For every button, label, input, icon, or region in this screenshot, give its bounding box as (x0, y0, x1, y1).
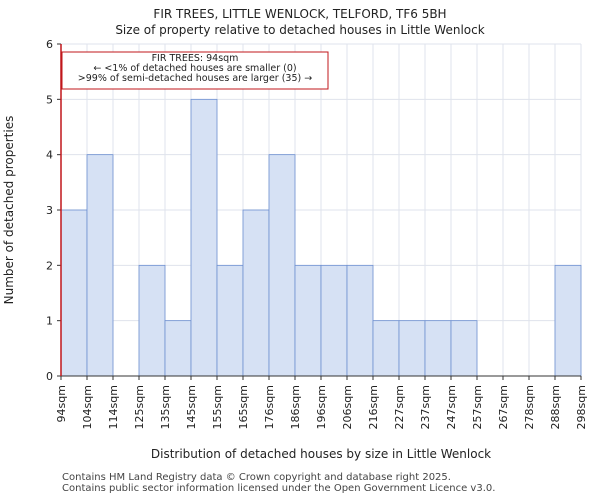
footer-line-2: Contains public sector information licen… (62, 483, 496, 494)
bar (164, 320, 192, 377)
x-tick-label: 278sqm (523, 385, 536, 429)
x-tick-label: 216sqm (367, 385, 380, 429)
y-tick-label: 5 (46, 93, 53, 106)
chart-subtitle: Size of property relative to detached ho… (115, 23, 485, 37)
x-tick-label: 298sqm (575, 385, 588, 429)
x-tick-label: 196sqm (315, 385, 328, 429)
y-tick-label: 1 (46, 315, 53, 328)
bar (268, 154, 296, 377)
x-tick-label: 145sqm (185, 385, 198, 429)
x-tick-label: 104sqm (81, 385, 94, 429)
x-tick-label: 247sqm (445, 385, 458, 429)
x-tick-labels: 94sqm 104sqm 114sqm 125sqm 135sqm 145sqm 155sq… (55, 376, 588, 429)
x-tick-label: 135sqm (159, 385, 172, 429)
annotation-line-3: >99% of semi-detached houses are larger … (78, 73, 312, 84)
bar (190, 98, 218, 377)
x-tick-label: 186sqm (289, 385, 302, 429)
x-tick-label: 288sqm (549, 385, 562, 429)
y-tick-label: 6 (46, 38, 53, 51)
y-axis-label: Number of detached properties (2, 116, 16, 305)
bar (60, 209, 88, 377)
x-tick-label: 165sqm (237, 385, 250, 429)
x-tick-label: 257sqm (471, 385, 484, 429)
bar (294, 264, 322, 377)
bar (216, 264, 244, 377)
annotation-box: FIR TREES: 94sqm ← <1% of detached house… (61, 51, 329, 90)
chart-title: FIR TREES, LITTLE WENLOCK, TELFORD, TF6 … (153, 7, 447, 21)
footer-line-1: Contains HM Land Registry data © Crown c… (62, 472, 451, 483)
x-tick-label: 176sqm (263, 385, 276, 429)
bar (346, 264, 374, 377)
annotation-line-2: ← <1% of detached houses are smaller (0) (93, 63, 296, 74)
x-axis-label: Distribution of detached houses by size … (151, 447, 491, 461)
bar (242, 209, 270, 377)
bar (86, 154, 114, 377)
bar (424, 320, 452, 377)
x-tick-label: 94sqm (55, 385, 68, 422)
x-tick-label: 114sqm (107, 385, 120, 429)
x-tick-label: 206sqm (341, 385, 354, 429)
footer: Contains HM Land Registry data © Crown c… (62, 472, 495, 494)
bar (398, 320, 426, 377)
y-tick-label: 3 (46, 204, 53, 217)
chart-title-block: FIR TREES, LITTLE WENLOCK, TELFORD, TF6 … (0, 6, 600, 38)
x-tick-label: 227sqm (393, 385, 406, 429)
x-tick-label: 267sqm (497, 385, 510, 429)
bars (60, 98, 582, 377)
bar (138, 264, 166, 377)
y-tick-label: 2 (46, 259, 53, 272)
bar (372, 320, 400, 377)
bar (450, 320, 478, 377)
annotation-line-1: FIR TREES: 94sqm (152, 53, 239, 64)
y-tick-label: 0 (46, 370, 53, 383)
x-tick-label: 155sqm (211, 385, 224, 429)
bar (320, 264, 348, 377)
x-tick-label: 125sqm (133, 385, 146, 429)
annotation-border (61, 51, 329, 90)
x-tick-label: 237sqm (419, 385, 432, 429)
y-tick-label: 4 (46, 149, 53, 162)
y-tick-labels: 0 1 2 3 4 5 6 (46, 38, 61, 383)
bar (554, 264, 582, 377)
